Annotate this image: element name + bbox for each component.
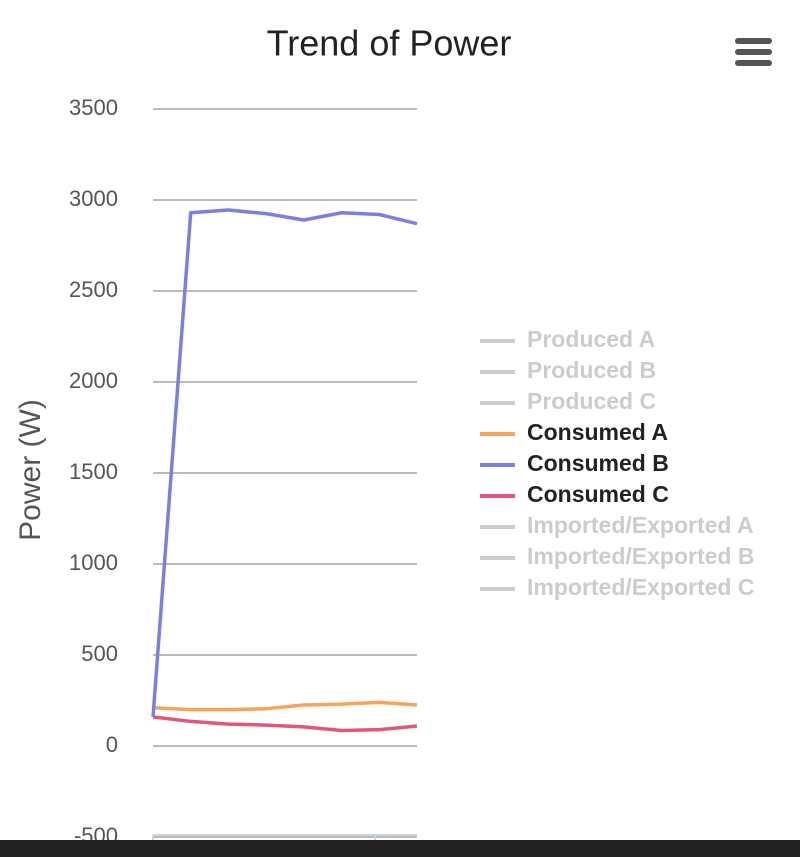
chart-title: Trend of Power bbox=[267, 23, 512, 64]
series-line bbox=[152, 715, 418, 733]
menu-button[interactable] bbox=[735, 38, 772, 66]
legend-label: Consumed C bbox=[527, 481, 669, 507]
legend-label: Consumed A bbox=[527, 419, 668, 445]
bottom-bar bbox=[0, 840, 800, 857]
legend-label: Produced B bbox=[527, 357, 656, 383]
y-tick-label: 500 bbox=[81, 641, 118, 666]
y-tick-label: 0 bbox=[106, 732, 118, 757]
y-tick-label: 2000 bbox=[69, 368, 118, 393]
menu-bar[interactable] bbox=[735, 38, 772, 44]
menu-bar[interactable] bbox=[735, 49, 772, 55]
legend-label: Produced A bbox=[527, 326, 655, 352]
y-axis-label: Power (W) bbox=[14, 399, 47, 541]
legend-label: Produced C bbox=[527, 388, 656, 414]
legend-label: Consumed B bbox=[527, 450, 669, 476]
y-tick-label: 2500 bbox=[69, 277, 118, 302]
series-line bbox=[152, 700, 418, 712]
series-line bbox=[151, 208, 418, 718]
legend-label: Imported/Exported C bbox=[527, 574, 754, 600]
y-tick-label: 3000 bbox=[69, 186, 118, 211]
y-tick-label: 3500 bbox=[69, 95, 118, 120]
legend-label: Imported/Exported A bbox=[527, 512, 754, 538]
y-tick-label: 1000 bbox=[69, 550, 118, 575]
y-tick-label: 1500 bbox=[69, 459, 118, 484]
legend-label: Imported/Exported B bbox=[527, 543, 754, 569]
menu-bar[interactable] bbox=[735, 60, 772, 66]
